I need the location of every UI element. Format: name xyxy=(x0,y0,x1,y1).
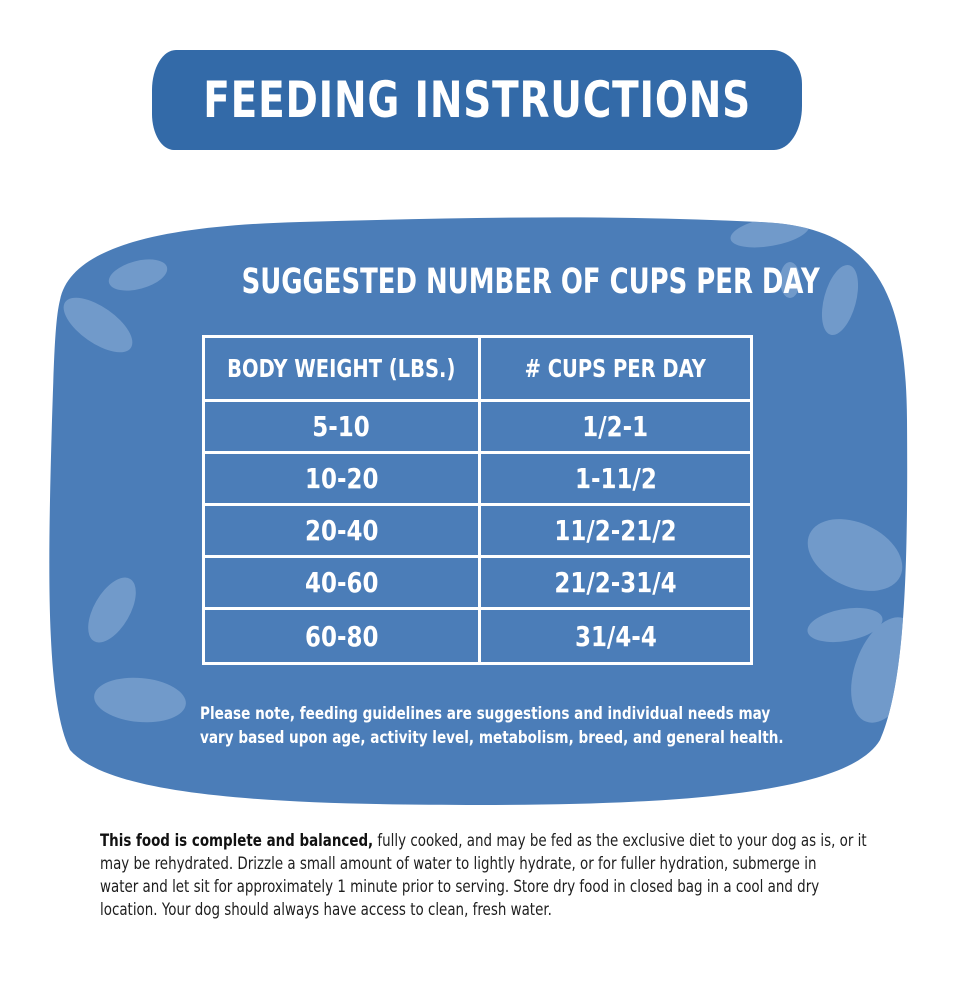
table-cell-cups: 1/2-1 xyxy=(481,402,750,454)
footer-paragraph: This food is complete and balanced, full… xyxy=(100,830,867,922)
page-title: FEEDING INSTRUCTIONS xyxy=(203,71,751,129)
decor-spot xyxy=(108,259,168,291)
footer-line: may be rehydrated. Drizzle a small amoun… xyxy=(100,854,817,874)
decor-spot xyxy=(807,519,903,591)
table-cell-cups: 1-11/2 xyxy=(481,454,750,506)
decor-spot xyxy=(780,262,800,298)
decor-spot xyxy=(821,264,859,336)
table-header-body-weight: BODY WEIGHT (LBS.) xyxy=(205,338,481,402)
table-header-cups-per-day: # CUPS PER DAY xyxy=(481,338,750,402)
table-cell-cups: 11/2-21/2 xyxy=(481,506,750,558)
footer-line: location. Your dog should always have ac… xyxy=(100,900,552,920)
decor-spot xyxy=(94,677,186,723)
feeding-table: BODY WEIGHT (LBS.) # CUPS PER DAY 5-10 1… xyxy=(202,335,753,665)
decor-spot xyxy=(807,607,883,643)
table-cell-weight: 60-80 xyxy=(205,610,481,662)
table-cell-weight: 10-20 xyxy=(205,454,481,506)
footer-bold-lead: This food is complete and balanced, xyxy=(100,831,374,851)
cups-table-heading: SUGGESTED NUMBER OF CUPS PER DAY xyxy=(241,262,820,302)
table-cell-weight: 5-10 xyxy=(205,402,481,454)
footer-line: This food is complete and balanced, full… xyxy=(100,830,867,853)
table-cell-cups: 21/2-31/4 xyxy=(481,558,750,610)
feeding-guidelines-note: Please note, feeding guidelines are sugg… xyxy=(200,702,800,750)
note-line: Please note, feeding guidelines are sugg… xyxy=(200,704,771,724)
title-banner: FEEDING INSTRUCTIONS xyxy=(152,50,802,150)
footer-line-rest: fully cooked, and may be fed as the excl… xyxy=(373,831,867,851)
footer-line: water and let sit for approximately 1 mi… xyxy=(100,877,820,897)
decor-spot xyxy=(88,577,136,643)
table-cell-weight: 40-60 xyxy=(205,558,481,610)
table-cell-cups: 31/4-4 xyxy=(574,619,657,653)
note-line: vary based upon age, activity level, met… xyxy=(200,728,784,748)
decor-spot xyxy=(63,297,133,353)
table-cell-weight: 20-40 xyxy=(205,506,481,558)
